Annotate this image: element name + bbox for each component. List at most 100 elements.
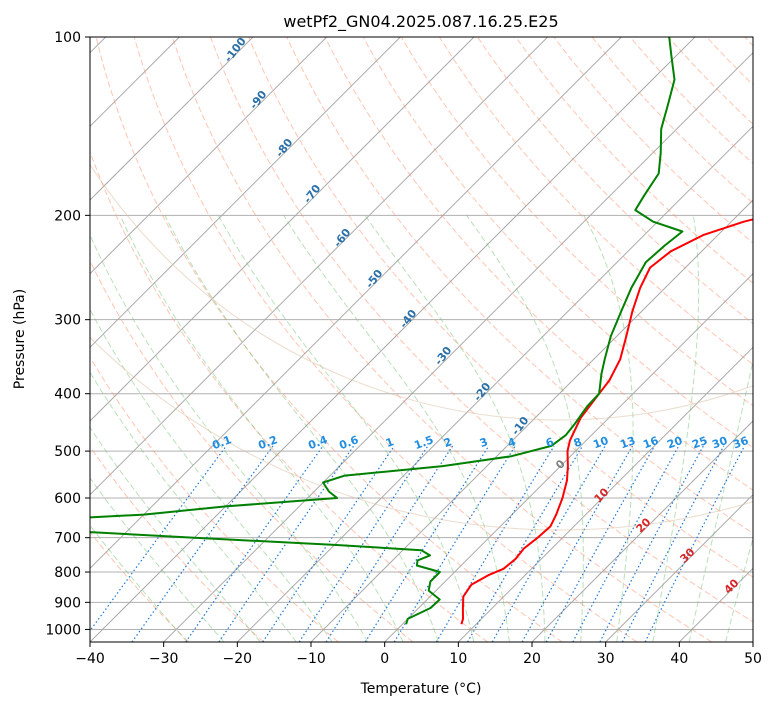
mixing-ratio-label: 8: [572, 435, 584, 450]
dry-adiabat: [477, 37, 753, 325]
mixing-ratio-line: [521, 445, 634, 642]
dry-adiabat: [629, 37, 753, 165]
dry-adiabat: [286, 37, 753, 534]
x-tick-label: 10: [449, 651, 467, 667]
moist-adiabat: [652, 215, 700, 642]
mixing-ratio-line: [644, 445, 746, 642]
y-axis-label: Pressure (hPa): [12, 289, 28, 389]
moist-adiabat: [90, 308, 333, 642]
mixing-ratio-line: [185, 445, 324, 642]
dry-adiabat: [553, 37, 753, 244]
mixing-ratio-label: 0.4: [306, 433, 329, 452]
y-tick-label: 600: [54, 491, 81, 507]
mixing-ratio-label: 13: [618, 434, 637, 451]
y-tick-label: 500: [54, 444, 81, 460]
dry-adiabat: [438, 37, 753, 366]
moist-adiabat: [466, 215, 584, 642]
dry-adiabat: [90, 150, 488, 642]
x-axis-label: Temperature (°C): [360, 681, 482, 697]
y-tick-label: 800: [54, 565, 81, 581]
moist-adiabat: [164, 215, 439, 642]
mixing-ratio-label: 3: [478, 435, 490, 450]
isotherm-gridline: [90, 37, 622, 570]
mixing-ratio-label: 16: [641, 434, 660, 452]
moist-adiabat: [725, 536, 753, 642]
moist-adiabat: [90, 524, 188, 642]
dry-adiabat: [515, 37, 753, 284]
moist-adiabat: [583, 215, 634, 642]
y-tick-label: 1000: [45, 622, 81, 638]
y-tick-label: 900: [54, 595, 81, 611]
temperature-profile-line: [460, 218, 753, 625]
x-tick-label: −30: [149, 651, 179, 667]
plot-frame: [89, 36, 754, 643]
isotherm-gridline: [531, 420, 753, 642]
mixing-ratio-line: [262, 445, 395, 642]
background-arc: [90, 163, 753, 421]
moist-adiabat: [90, 426, 261, 642]
isotherm-gridline: [236, 125, 753, 642]
y-tick-label: 700: [54, 531, 81, 547]
x-tick-label: −20: [223, 651, 253, 667]
dry-adiabat: [171, 37, 712, 642]
series-layer: [90, 37, 753, 625]
tick-layer: −40 −30 −20 −10 0 10 20 30 40 5010020030040050060…: [45, 30, 762, 667]
mixing-ratio-line: [218, 445, 355, 642]
mixing-ratio-line: [131, 445, 274, 642]
dewpoint-profile-line: [90, 37, 684, 625]
mixing-ratio-line: [325, 445, 454, 642]
mixing-ratio-label: 4: [506, 435, 518, 450]
moist-adiabat: [119, 215, 404, 642]
dry-adiabat: [133, 37, 638, 642]
mixing-ratio-line: [435, 445, 555, 642]
moist-adiabat: [90, 371, 297, 642]
x-tick-label: 50: [744, 651, 762, 667]
mixing-ratio-label: 30: [710, 434, 729, 452]
mixing-ratio-line: [364, 445, 490, 642]
mixing-ratio-label: 25: [690, 434, 709, 451]
y-tick-label: 400: [54, 387, 81, 403]
isotherm-gridline: [457, 346, 753, 642]
x-tick-label: 30: [597, 651, 615, 667]
x-tick-label: −40: [75, 651, 105, 667]
y-tick-label: 200: [54, 208, 81, 224]
mixing-ratio-label: 1.5: [412, 433, 435, 452]
isotherm-gridline: [90, 37, 475, 422]
moist-adiabat: [90, 477, 225, 642]
isotherm-gridline: [90, 37, 401, 349]
dry-adiabat: [90, 531, 190, 642]
mixing-ratio-label: 10: [591, 434, 610, 452]
dry-adiabat: [400, 37, 753, 407]
moist-adiabat: [283, 215, 510, 642]
dry-adiabat: [210, 37, 753, 623]
x-tick-label: −10: [296, 651, 326, 667]
x-tick-label: 0: [380, 651, 389, 667]
chart-title: wetPf2_GN04.2025.087.16.25.E25: [283, 12, 558, 32]
dry-adiabat: [591, 37, 753, 204]
dry-adiabat: [95, 37, 563, 642]
moist-adiabat: [217, 215, 475, 642]
mixing-ratio-label: 2: [442, 435, 454, 450]
isotherm-gridline: [605, 493, 753, 642]
y-tick-label: 300: [54, 313, 81, 329]
mixing-ratio-line: [466, 445, 584, 642]
moist-adiabat: [90, 233, 369, 642]
isotherm-gridline: [90, 37, 328, 275]
x-tick-label: 20: [523, 651, 541, 667]
moist-adiabat: [688, 358, 753, 642]
x-tick-label: 40: [670, 651, 688, 667]
mixing-ratio-label: 1: [384, 435, 396, 450]
background-arc: [90, 336, 753, 531]
moist-adiabat: [364, 215, 546, 642]
dry-adiabat: [90, 259, 414, 642]
mixing-ratio-line: [621, 445, 725, 642]
isotherm-gridline: [90, 37, 254, 201]
mixing-ratio-label: 0.1: [210, 433, 233, 452]
mixing-ratio-line: [545, 445, 656, 642]
y-tick-label: 100: [54, 30, 81, 46]
mixing-ratio-label: 6: [544, 435, 556, 450]
isotherm-gridline: [90, 37, 549, 496]
isotherm-gridline: [90, 37, 696, 642]
isotherm-gridline: [384, 272, 753, 642]
